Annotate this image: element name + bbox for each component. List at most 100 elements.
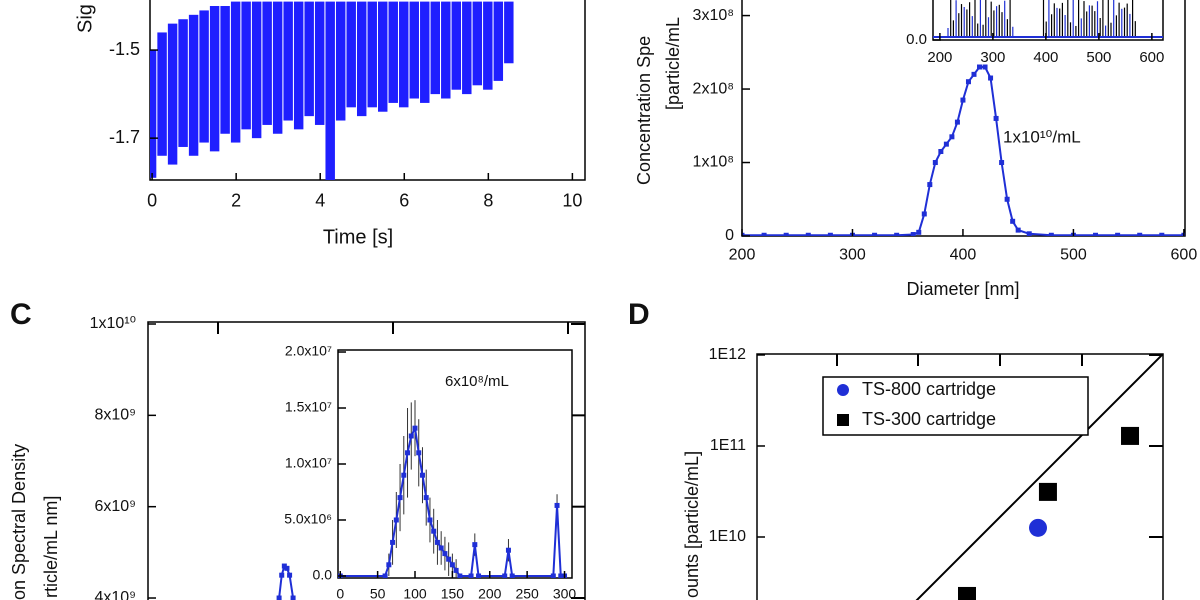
y-tick-label: 4x10⁹: [94, 589, 136, 600]
x-tick-label: 300: [553, 586, 577, 600]
data-point: [993, 115, 999, 121]
x-tick-label: 100: [403, 586, 427, 600]
signal-spike: [241, 1, 251, 130]
data-point: [505, 547, 511, 553]
data-point: [783, 232, 789, 236]
x-tick-label: 200: [729, 246, 756, 263]
legend-marker: [837, 384, 849, 396]
data-point: [761, 232, 767, 236]
data-point: [550, 573, 556, 578]
y-axis-label: [particle/mL: [663, 17, 683, 110]
x-axis-label: Time [s]: [323, 226, 393, 248]
legend-marker: [837, 414, 849, 426]
x-tick-label: 10: [562, 190, 582, 210]
data-point: [281, 563, 287, 569]
y-tick-label: 3x10⁸: [693, 7, 734, 24]
panel-label: D: [628, 298, 650, 331]
signal-spike: [504, 1, 514, 64]
data-point: [419, 472, 425, 478]
data-point: [910, 232, 916, 236]
plot-area: [150, 1, 514, 180]
data-point: [468, 573, 474, 578]
signal-spike: [483, 1, 493, 90]
signal-spike: [272, 1, 283, 134]
data-point: [416, 450, 422, 456]
signal-spike: [451, 1, 462, 90]
data-point: [382, 573, 388, 578]
signal-spike: [167, 23, 178, 165]
data-point: [954, 119, 960, 125]
data-point: [405, 450, 411, 456]
data-point: [938, 149, 944, 155]
data-point: [431, 528, 437, 534]
signal-spike: [157, 32, 167, 156]
data-point: [284, 565, 290, 571]
annotation: 1x10¹⁰/mL: [1003, 127, 1081, 146]
panel: -1.5 -1.7 0 2 4 6 8 10 Time [s] Sig: [74, 0, 586, 248]
signal-spike: [325, 1, 335, 180]
data-line: [742, 66, 1184, 236]
data-point: [1121, 426, 1140, 445]
data-point: [927, 182, 933, 188]
signal-spike: [293, 1, 304, 130]
y-axis-label: rticle/mL nm]: [41, 496, 61, 598]
data-point: [982, 64, 988, 70]
y-tick-label: 1E11: [710, 437, 746, 454]
data-point: [427, 517, 433, 523]
signal-spike: [188, 14, 199, 156]
data-point: [393, 517, 399, 523]
x-tick-label: 300: [839, 246, 866, 263]
y-tick-label: 1E10: [709, 528, 746, 545]
plot-frame: [337, 349, 573, 579]
signal-spike: [399, 1, 409, 108]
data-point: [1093, 232, 1099, 236]
signal-spike: [356, 1, 367, 117]
data-point: [554, 502, 560, 508]
data-point: [509, 573, 515, 578]
panel-label: C: [10, 298, 32, 331]
data-point: [279, 572, 285, 578]
x-tick-label: 8: [483, 190, 493, 210]
data-point: [921, 211, 927, 217]
data-point: [965, 79, 971, 85]
y-tick-label: 6x10⁹: [94, 498, 136, 515]
x-tick-label: 500: [1086, 49, 1111, 66]
data-point: [276, 595, 282, 600]
y-axis-label: on Spectral Density: [9, 444, 29, 600]
data-point: [960, 97, 966, 103]
y-tick-label: 1x10¹⁰: [90, 315, 136, 332]
signal-spike: [150, 50, 157, 178]
signal-spike: [220, 6, 230, 134]
y-tick-label: 0: [725, 227, 734, 244]
y-tick-label: -1.5: [109, 39, 140, 59]
data-point: [476, 573, 482, 578]
x-tick-label: 0: [336, 586, 344, 600]
x-tick-label: 150: [441, 586, 465, 600]
signal-spike: [367, 1, 377, 108]
data-point: [408, 433, 414, 439]
panel: 0.0 5.0x10⁶ 1.0x10⁷ 1.5x10⁷ 2.0x10⁷ 0 50 100 150…: [284, 343, 576, 600]
x-tick-label: 4: [315, 190, 325, 210]
data-point: [438, 545, 444, 551]
data-point: [472, 542, 478, 548]
data-point: [827, 232, 833, 236]
x-tick-label: 200: [478, 586, 502, 600]
y-axis-label: Sig: [74, 4, 96, 33]
signal-spike: [304, 1, 314, 117]
signal-spike: [230, 1, 241, 143]
y-axis-label: Concentration Spe: [634, 36, 654, 185]
x-tick-label: 500: [1060, 246, 1087, 263]
data-point: [894, 232, 900, 236]
annotation: 6x10⁸/mL: [445, 373, 509, 390]
y-tick-label: 0.0: [313, 567, 333, 583]
data-point: [386, 562, 392, 568]
x-axis-label: Diameter [nm]: [906, 279, 1019, 299]
signal-spike: [472, 1, 483, 86]
x-tick-label: 600: [1171, 246, 1198, 263]
signal-spike: [462, 1, 472, 95]
y-tick-label: 2.0x10⁷: [285, 343, 332, 359]
y-tick-label: 8x10⁹: [94, 407, 136, 424]
signal-spike: [441, 1, 451, 99]
data-point: [977, 64, 983, 70]
data-point: [1038, 482, 1057, 501]
